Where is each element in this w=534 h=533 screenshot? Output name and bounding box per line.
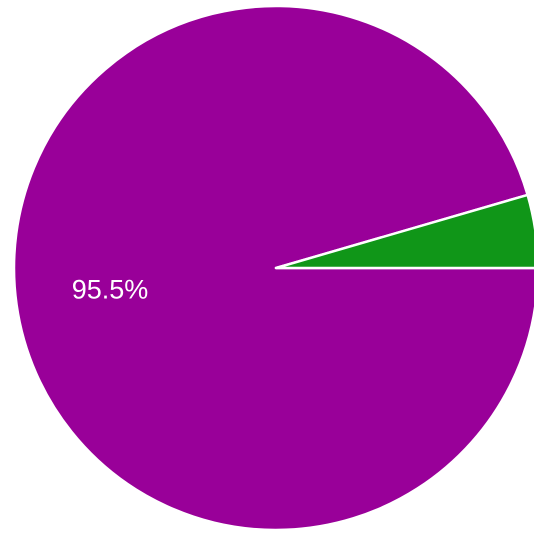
pie-slice-0 [12, 4, 534, 532]
pie-slice-label-0: 95.5% [72, 275, 149, 305]
pie-labels: 95.5% [72, 275, 149, 305]
pie-slice-1 [274, 193, 534, 270]
pie-slices [12, 4, 534, 532]
